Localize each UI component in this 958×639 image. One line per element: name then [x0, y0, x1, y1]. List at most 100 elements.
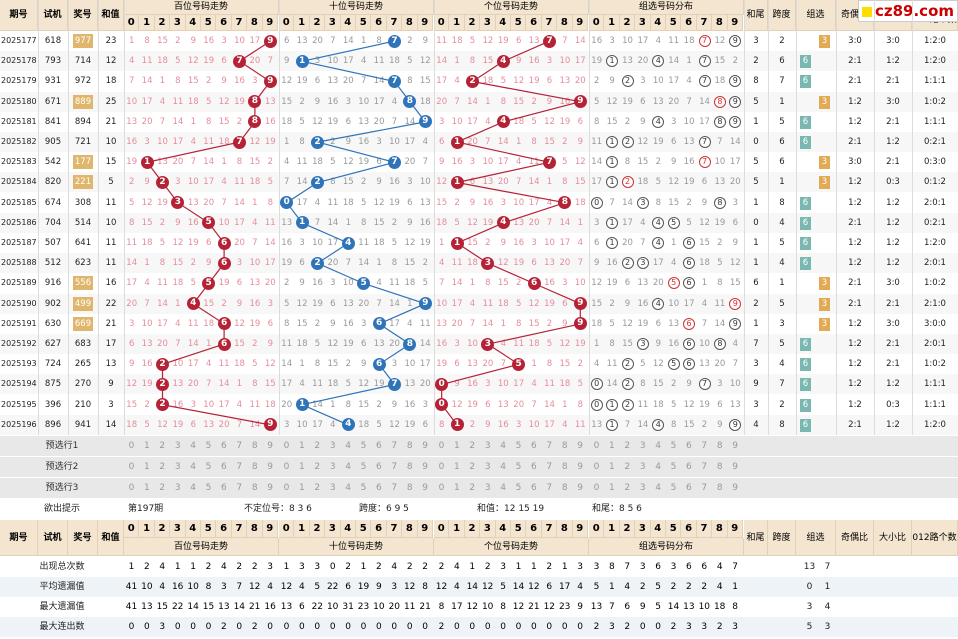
preselect-digit[interactable]: 8	[251, 462, 258, 472]
preselect-digit[interactable]: 4	[190, 483, 196, 493]
preselect-digit[interactable]: 0	[593, 441, 600, 451]
preselect-digit[interactable]: 8	[406, 441, 413, 451]
preselect-digit[interactable]: 1	[299, 483, 305, 493]
preselect-digit[interactable]: 1	[144, 483, 150, 493]
preselect-digit[interactable]: 4	[345, 462, 351, 472]
preselect-digit[interactable]: 2	[624, 462, 631, 472]
preselect-digit[interactable]: 7	[546, 483, 553, 493]
preselect-digit[interactable]: 7	[701, 462, 708, 472]
preselect-digit[interactable]: 8	[716, 441, 723, 451]
preselect-digit[interactable]: 3	[329, 483, 336, 493]
preselect-digit[interactable]: 2	[314, 441, 321, 451]
preselect-digit[interactable]: 8	[561, 441, 568, 451]
preselect-digit[interactable]: 6	[221, 483, 227, 493]
preselect-digit[interactable]: 0	[128, 441, 135, 451]
preselect-row[interactable]: 预选行1 0 1 2 3 4 5 6 7 8 9 0 1 2 3 4 5 6 7 8 9 0 1 2 3 4 5 6 7 8 9 0 1 2 3 4 5…	[0, 436, 958, 457]
preselect-digit[interactable]: 2	[314, 462, 321, 472]
preselect-digit[interactable]: 9	[732, 441, 738, 451]
preselect-digit[interactable]: 0	[283, 462, 290, 472]
preselect-digit[interactable]: 1	[144, 462, 150, 472]
preselect-digit[interactable]: 4	[655, 462, 661, 472]
preselect-digit[interactable]: 0	[283, 483, 290, 493]
preselect-digit[interactable]: 3	[484, 462, 491, 472]
preselect-digit[interactable]: 9	[577, 462, 583, 472]
preselect-digit[interactable]: 7	[701, 483, 708, 493]
preselect-row[interactable]: 预选行2 0 1 2 3 4 5 6 7 8 9 0 1 2 3 4 5 6 7 8 9 0 1 2 3 4 5 6 7 8 9 0 1 2 3 4 5…	[0, 457, 958, 478]
preselect-digit[interactable]: 7	[236, 441, 243, 451]
preselect-digit[interactable]: 7	[391, 483, 398, 493]
preselect-digit[interactable]: 5	[360, 441, 367, 451]
preselect-digit[interactable]: 0	[128, 462, 135, 472]
preselect-digit[interactable]: 4	[190, 441, 196, 451]
preselect-digit[interactable]: 5	[515, 462, 522, 472]
preselect-digit[interactable]: 8	[406, 483, 413, 493]
preselect-digit[interactable]: 5	[360, 462, 367, 472]
preselect-digit[interactable]: 2	[624, 483, 631, 493]
preselect-digit[interactable]: 6	[376, 462, 382, 472]
preselect-digit[interactable]: 5	[670, 483, 677, 493]
preselect-digit[interactable]: 3	[639, 441, 646, 451]
preselect-digit[interactable]: 0	[283, 441, 290, 451]
preselect-digit[interactable]: 9	[732, 462, 738, 472]
preselect-digit[interactable]: 0	[438, 462, 445, 472]
preselect-digit[interactable]: 1	[609, 462, 615, 472]
preselect-digit[interactable]: 6	[221, 441, 227, 451]
preselect-digit[interactable]: 8	[406, 462, 413, 472]
preselect-digit[interactable]: 9	[267, 441, 273, 451]
preselect-row[interactable]: 预选行3 0 1 2 3 4 5 6 7 8 9 0 1 2 3 4 5 6 7 8 9 0 1 2 3 4 5 6 7 8 9 0 1 2 3 4 5…	[0, 478, 958, 499]
preselect-digit[interactable]: 8	[251, 483, 258, 493]
preselect-digit[interactable]: 5	[205, 441, 212, 451]
preselect-digit[interactable]: 2	[624, 441, 631, 451]
preselect-digit[interactable]: 3	[174, 441, 181, 451]
preselect-digit[interactable]: 9	[577, 483, 583, 493]
preselect-digit[interactable]: 2	[469, 483, 476, 493]
preselect-digit[interactable]: 6	[531, 483, 537, 493]
preselect-digit[interactable]: 4	[655, 441, 661, 451]
preselect-digit[interactable]: 4	[500, 441, 506, 451]
preselect-digit[interactable]: 1	[609, 441, 615, 451]
preselect-digit[interactable]: 7	[546, 462, 553, 472]
preselect-digit[interactable]: 9	[422, 483, 428, 493]
preselect-digit[interactable]: 1	[299, 462, 305, 472]
preselect-digit[interactable]: 9	[577, 441, 583, 451]
preselect-digit[interactable]: 2	[159, 462, 166, 472]
preselect-digit[interactable]: 3	[639, 462, 646, 472]
preselect-digit[interactable]: 6	[376, 483, 382, 493]
preselect-digit[interactable]: 8	[561, 462, 568, 472]
preselect-digit[interactable]: 5	[515, 441, 522, 451]
preselect-digit[interactable]: 7	[236, 462, 243, 472]
preselect-digit[interactable]: 2	[159, 441, 166, 451]
preselect-digit[interactable]: 4	[500, 462, 506, 472]
preselect-digit[interactable]: 8	[716, 462, 723, 472]
preselect-digit[interactable]: 0	[128, 483, 135, 493]
preselect-digit[interactable]: 4	[655, 483, 661, 493]
preselect-digit[interactable]: 4	[500, 483, 506, 493]
preselect-digit[interactable]: 0	[593, 483, 600, 493]
preselect-digit[interactable]: 3	[484, 483, 491, 493]
preselect-digit[interactable]: 7	[391, 462, 398, 472]
preselect-digit[interactable]: 1	[144, 441, 150, 451]
preselect-digit[interactable]: 6	[531, 462, 537, 472]
preselect-digit[interactable]: 2	[314, 483, 321, 493]
preselect-digit[interactable]: 3	[174, 483, 181, 493]
preselect-digit[interactable]: 5	[515, 483, 522, 493]
preselect-digit[interactable]: 0	[593, 462, 600, 472]
preselect-digit[interactable]: 2	[469, 462, 476, 472]
preselect-digit[interactable]: 0	[438, 441, 445, 451]
preselect-digit[interactable]: 9	[422, 462, 428, 472]
preselect-digit[interactable]: 9	[267, 483, 273, 493]
preselect-digit[interactable]: 9	[267, 462, 273, 472]
preselect-digit[interactable]: 6	[531, 441, 537, 451]
preselect-digit[interactable]: 5	[670, 441, 677, 451]
preselect-digit[interactable]: 3	[174, 462, 181, 472]
preselect-digit[interactable]: 9	[732, 483, 738, 493]
preselect-digit[interactable]: 7	[236, 483, 243, 493]
preselect-digit[interactable]: 4	[190, 462, 196, 472]
preselect-digit[interactable]: 7	[546, 441, 553, 451]
preselect-digit[interactable]: 4	[345, 483, 351, 493]
preselect-digit[interactable]: 6	[221, 462, 227, 472]
preselect-digit[interactable]: 1	[454, 483, 460, 493]
preselect-digit[interactable]: 1	[609, 483, 615, 493]
preselect-digit[interactable]: 1	[454, 441, 460, 451]
preselect-digit[interactable]: 0	[438, 483, 445, 493]
